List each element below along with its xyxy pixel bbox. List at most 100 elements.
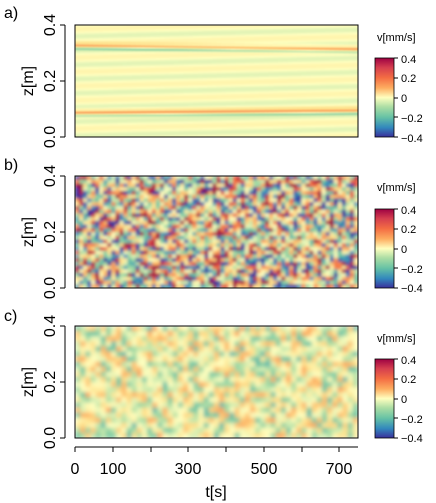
heatmap-cell xyxy=(202,53,208,56)
heatmap-cell xyxy=(178,48,185,51)
heatmap-cell xyxy=(230,44,236,47)
heatmap-cell xyxy=(230,97,236,100)
heatmap-cell xyxy=(98,107,104,109)
heatmap-cell xyxy=(141,82,147,85)
heatmap-cell xyxy=(136,102,142,104)
heatmap-cell xyxy=(136,104,142,107)
heatmap-cell xyxy=(150,29,156,32)
heatmap-cell xyxy=(202,102,208,104)
heatmap-cell xyxy=(277,83,284,86)
heatmap-cell xyxy=(310,112,317,114)
heatmap-cell xyxy=(164,85,170,88)
heatmap-cell xyxy=(98,84,104,87)
heatmap-cell xyxy=(155,57,161,60)
heatmap-cell xyxy=(117,117,123,119)
heatmap-cell xyxy=(159,125,166,128)
heatmap-cell xyxy=(103,64,109,67)
heatmap-cell xyxy=(216,123,222,126)
heatmap-cell xyxy=(324,115,331,118)
heatmap-cell xyxy=(249,63,255,66)
heatmap-cell xyxy=(136,123,142,126)
heatmap-cell xyxy=(188,77,194,80)
heatmap-cell xyxy=(84,41,90,44)
heatmap-cell xyxy=(202,133,208,136)
heatmap-cell xyxy=(235,125,241,128)
heatmap-cell xyxy=(141,83,147,86)
heatmap-cell xyxy=(258,37,265,40)
heatmap-cell xyxy=(93,100,100,103)
heatmap-cell xyxy=(287,123,293,126)
heatmap-cell xyxy=(301,100,307,103)
heatmap-cell xyxy=(244,103,251,106)
heatmap-cell xyxy=(93,27,100,30)
heatmap-cell xyxy=(277,32,284,35)
heatmap-cell xyxy=(93,97,100,100)
heatmap-cell xyxy=(240,127,246,129)
heatmap-cell xyxy=(150,83,156,86)
heatmap-cell xyxy=(240,66,246,68)
heatmap-cell xyxy=(230,56,236,58)
heatmap-cell xyxy=(254,124,260,127)
heatmap-cell xyxy=(159,57,166,60)
heatmap-cell xyxy=(145,83,152,86)
heatmap-cell xyxy=(296,78,302,81)
heatmap-cell xyxy=(98,27,104,30)
heatmap-cell xyxy=(183,73,189,76)
heatmap-cell xyxy=(306,76,312,78)
heatmap-cell xyxy=(211,49,218,52)
heatmap-cell xyxy=(287,62,293,65)
heatmap-cell xyxy=(174,47,180,50)
heatmap-cell xyxy=(244,36,251,39)
heatmap-cell xyxy=(225,47,232,50)
heatmap-cell xyxy=(329,29,336,32)
heatmap-cell xyxy=(249,41,255,44)
heatmap-cell xyxy=(254,99,260,102)
heatmap-cell xyxy=(320,69,326,72)
heatmap-cell xyxy=(249,134,255,137)
heatmap-cell xyxy=(225,25,232,27)
heatmap-cell xyxy=(273,85,279,88)
heatmap-cell xyxy=(108,37,114,40)
heatmap-cell xyxy=(122,32,128,35)
heatmap-cell xyxy=(141,64,147,67)
heatmap-cell xyxy=(103,27,109,30)
heatmap-cell xyxy=(263,72,269,75)
heatmap-cell xyxy=(93,124,100,127)
heatmap-cell xyxy=(306,38,312,41)
heatmap-cell xyxy=(273,125,279,128)
heatmap-cell xyxy=(225,44,232,47)
heatmap-cell xyxy=(225,29,232,32)
heatmap-cell xyxy=(273,103,279,106)
heatmap-cell xyxy=(98,128,104,131)
heatmap-cell xyxy=(155,48,161,51)
heatmap-cell xyxy=(221,93,227,96)
heatmap-cell xyxy=(202,33,208,36)
heatmap-cell xyxy=(98,62,104,65)
heatmap-cell xyxy=(89,123,95,126)
heatmap-cell xyxy=(287,76,293,78)
heatmap-cell xyxy=(117,31,123,34)
heatmap-cell xyxy=(324,46,331,48)
heatmap-cell xyxy=(249,122,255,124)
heatmap-cell xyxy=(93,85,100,88)
heatmap-cell xyxy=(159,61,166,63)
heatmap-cell xyxy=(306,104,312,107)
heatmap-cell xyxy=(150,119,156,122)
heatmap-cell xyxy=(240,51,246,53)
heatmap-cell xyxy=(178,72,185,75)
heatmap-cell xyxy=(145,25,152,27)
heatmap-cell xyxy=(188,51,194,53)
heatmap-cell xyxy=(263,71,269,73)
heatmap-cell xyxy=(98,41,104,44)
heatmap-cell xyxy=(122,110,128,113)
heatmap-cell xyxy=(315,134,321,137)
heatmap-cell xyxy=(112,72,119,75)
heatmap-cell xyxy=(192,84,199,87)
heatmap-cell xyxy=(98,89,104,92)
heatmap-cell xyxy=(334,74,340,77)
heatmap-cell xyxy=(207,83,213,86)
heatmap-cell xyxy=(169,49,175,52)
heatmap-cell xyxy=(126,39,133,42)
heatmap-cell xyxy=(211,31,218,34)
heatmap-cell xyxy=(188,37,194,40)
